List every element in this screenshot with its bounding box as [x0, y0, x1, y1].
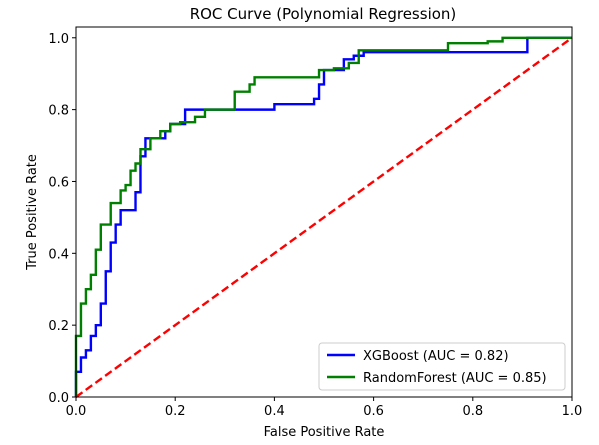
x-axis: 0.0 0.2 0.4 0.6 0.8 1.0 — [66, 397, 583, 419]
y-tick-label: 0.6 — [48, 175, 69, 190]
y-axis: 0.0 0.2 0.4 0.6 0.8 1.0 — [48, 32, 76, 406]
y-axis-label: True Positive Rate — [25, 154, 40, 271]
chance-line — [75, 36, 573, 398]
x-tick-label: 0.2 — [165, 404, 186, 419]
legend: XGBoost (AUC = 0.82) RandomForest (AUC = … — [318, 342, 566, 391]
y-tick-label: 0.4 — [48, 247, 69, 262]
x-tick-label: 1.0 — [562, 404, 583, 419]
series-line-1 — [74, 36, 572, 397]
x-tick-label: 0.4 — [264, 404, 285, 419]
y-tick-label: 0.0 — [48, 391, 69, 406]
x-tick-label: 0.6 — [363, 404, 384, 419]
legend-box — [318, 342, 566, 391]
legend-label: RandomForest (AUC = 0.85) — [363, 371, 547, 386]
series-layer — [74, 36, 573, 398]
y-tick-label: 0.2 — [48, 319, 69, 334]
chart-title: ROC Curve (Polynomial Regression) — [190, 5, 457, 23]
y-tick-label: 1.0 — [48, 32, 69, 47]
legend-label: XGBoost (AUC = 0.82) — [363, 349, 509, 364]
y-tick-label: 0.8 — [48, 104, 69, 119]
plot-frame — [75, 26, 573, 398]
series-line-0 — [74, 36, 572, 397]
x-axis-label: False Positive Rate — [264, 425, 385, 440]
x-tick-label: 0.0 — [66, 404, 87, 419]
x-tick-label: 0.8 — [462, 404, 483, 419]
